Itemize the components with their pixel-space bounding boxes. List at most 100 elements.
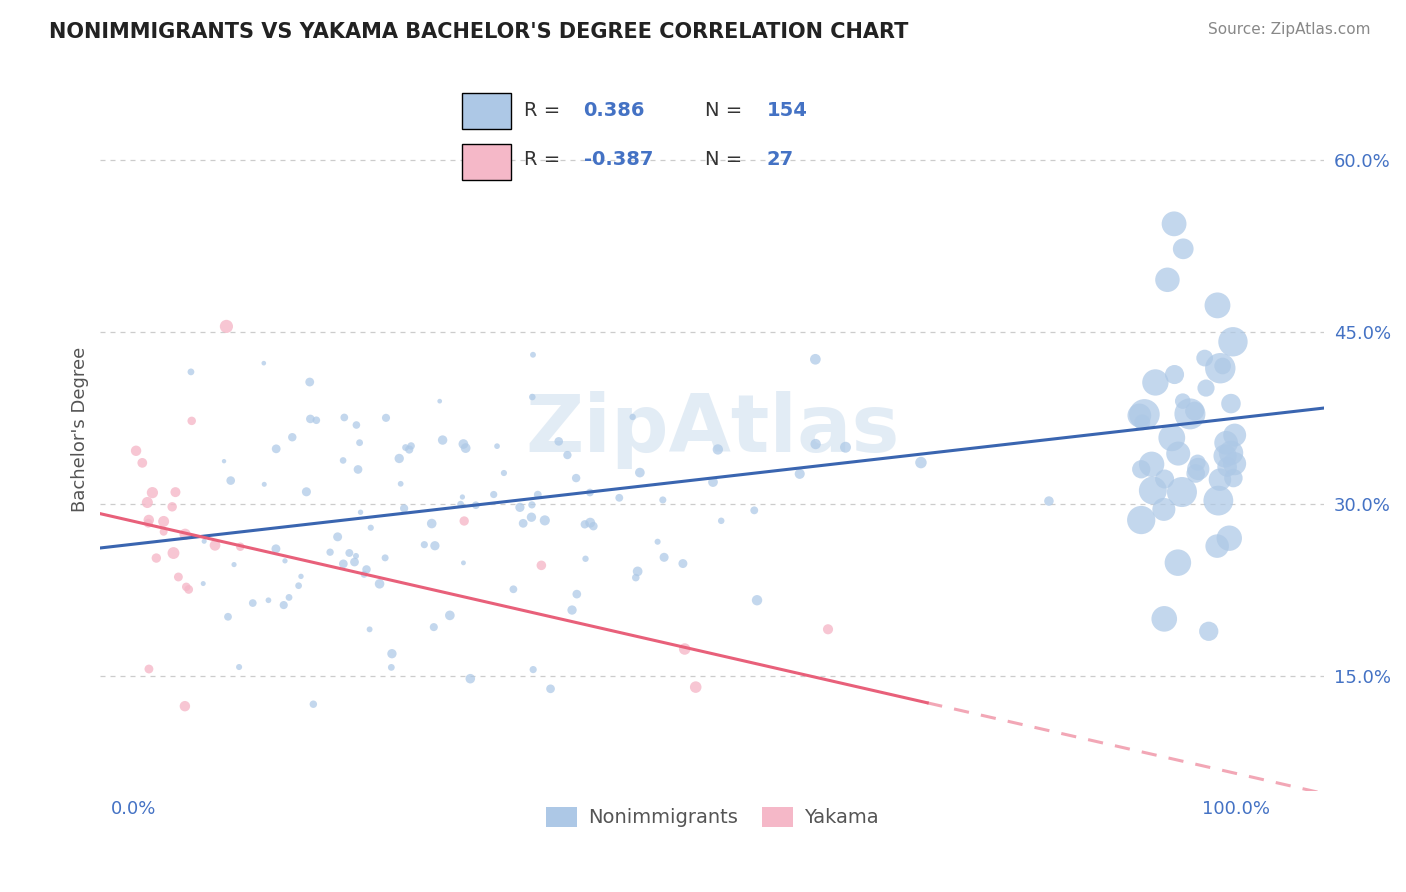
Point [621,409,644,424]
Point [253,356,276,370]
Point [651,492,673,507]
Point [1144,376,1167,390]
Point [332,453,354,467]
Point [1130,416,1153,430]
Point [145,551,167,566]
Point [464,498,486,512]
Point [453,437,475,451]
Point [217,609,239,624]
Point [458,672,481,686]
Point [1220,396,1243,410]
Point [1153,472,1175,486]
Point [486,439,509,453]
Point [162,546,184,560]
Point [1140,457,1163,471]
Point [368,577,391,591]
Point [1153,502,1175,516]
Point [579,485,602,500]
Point [429,394,451,409]
Point [1156,273,1178,287]
Point [326,530,349,544]
Point [439,608,461,623]
Point [264,442,287,456]
Point [152,515,174,529]
Point [1187,462,1209,476]
Point [180,414,202,428]
Point [509,500,531,515]
Point [557,448,579,462]
Point [1178,407,1201,421]
Point [453,556,475,570]
Point [167,570,190,584]
Point [607,491,630,505]
Point [1213,449,1236,463]
Point [530,558,553,573]
Point [1173,242,1195,256]
Point [204,538,226,552]
Point [834,440,856,454]
Point [520,510,543,524]
Point [804,437,827,451]
Point [375,410,398,425]
Point [1163,368,1185,382]
Point [1184,404,1206,418]
Point [1160,431,1182,445]
Point [381,647,404,661]
Point [1130,462,1153,476]
Point [1223,457,1246,471]
Point [1153,612,1175,626]
Point [141,485,163,500]
Point [278,591,301,605]
Point [274,554,297,568]
Point [453,514,475,528]
Point [399,439,422,453]
Point [347,462,370,476]
Point [374,550,396,565]
Point [1198,624,1220,639]
Point [388,451,411,466]
Point [512,516,534,531]
Point [454,441,477,455]
Point [672,557,695,571]
Point [1195,381,1218,395]
Point [789,467,811,481]
Point [522,663,544,677]
Point [413,538,436,552]
Point [131,456,153,470]
Point [423,620,446,634]
Point [219,474,242,488]
Point [540,681,562,696]
Point [222,558,245,572]
Point [710,514,733,528]
Point [138,662,160,676]
Point [290,569,312,583]
Point [152,524,174,539]
Point [337,546,360,560]
Point [520,498,543,512]
Point [1167,447,1189,461]
Point [1133,408,1156,422]
Point [526,488,548,502]
Point [125,443,148,458]
Point [432,433,454,447]
Point [1220,446,1243,460]
Point [1212,359,1234,373]
Point [180,365,202,379]
Point [360,521,382,535]
Point [450,497,472,511]
Point [628,466,651,480]
Point [910,456,932,470]
Point [332,557,354,571]
Point [389,476,412,491]
Point [349,435,371,450]
Point [817,622,839,636]
Point [533,513,555,527]
Point [356,562,378,576]
Point [804,352,827,367]
Point [287,579,309,593]
Text: ZipAtlas: ZipAtlas [524,391,900,468]
Point [380,660,402,674]
Point [353,567,375,582]
Point [1194,351,1216,365]
Point [574,551,596,566]
